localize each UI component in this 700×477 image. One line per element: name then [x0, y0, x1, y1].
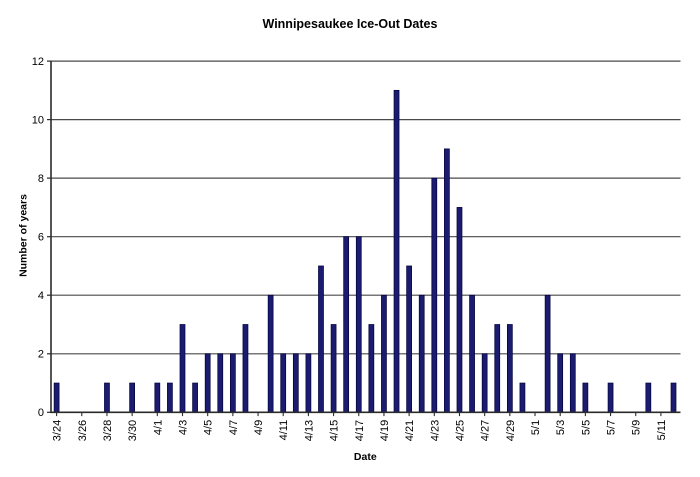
- svg-text:4/17: 4/17: [354, 420, 366, 441]
- svg-text:5/7: 5/7: [606, 420, 618, 435]
- svg-text:2: 2: [38, 349, 44, 361]
- svg-text:4/19: 4/19: [379, 420, 391, 441]
- svg-text:8: 8: [38, 173, 44, 185]
- svg-text:5/11: 5/11: [656, 420, 668, 441]
- svg-text:6: 6: [38, 232, 44, 244]
- svg-text:4/27: 4/27: [480, 420, 492, 441]
- svg-text:3/26: 3/26: [77, 420, 89, 441]
- svg-text:4: 4: [38, 290, 44, 302]
- svg-text:0: 0: [38, 407, 44, 419]
- svg-text:4/21: 4/21: [404, 420, 416, 441]
- svg-text:4/11: 4/11: [278, 420, 290, 441]
- svg-text:5/9: 5/9: [631, 420, 643, 435]
- svg-text:3/24: 3/24: [52, 420, 64, 441]
- svg-text:4/1: 4/1: [152, 420, 164, 435]
- svg-text:10: 10: [32, 114, 44, 126]
- svg-text:4/7: 4/7: [228, 420, 240, 435]
- svg-text:Winnipesaukee Ice-Out Dates: Winnipesaukee Ice-Out Dates: [263, 17, 438, 31]
- svg-text:3/30: 3/30: [127, 420, 139, 441]
- svg-text:4/15: 4/15: [329, 420, 341, 441]
- svg-text:4/13: 4/13: [303, 420, 315, 441]
- svg-text:4/23: 4/23: [429, 420, 441, 441]
- svg-text:4/9: 4/9: [253, 420, 265, 435]
- svg-text:4/5: 4/5: [203, 420, 215, 435]
- svg-text:Number of years: Number of years: [18, 194, 30, 277]
- svg-text:5/1: 5/1: [530, 420, 542, 435]
- svg-text:4/3: 4/3: [178, 420, 190, 435]
- svg-text:Date: Date: [354, 451, 377, 463]
- svg-text:4/29: 4/29: [505, 420, 517, 441]
- svg-text:3/28: 3/28: [102, 420, 114, 441]
- svg-text:5/5: 5/5: [580, 420, 592, 435]
- svg-text:4/25: 4/25: [454, 420, 466, 441]
- svg-text:12: 12: [32, 56, 44, 68]
- svg-text:5/3: 5/3: [555, 420, 567, 435]
